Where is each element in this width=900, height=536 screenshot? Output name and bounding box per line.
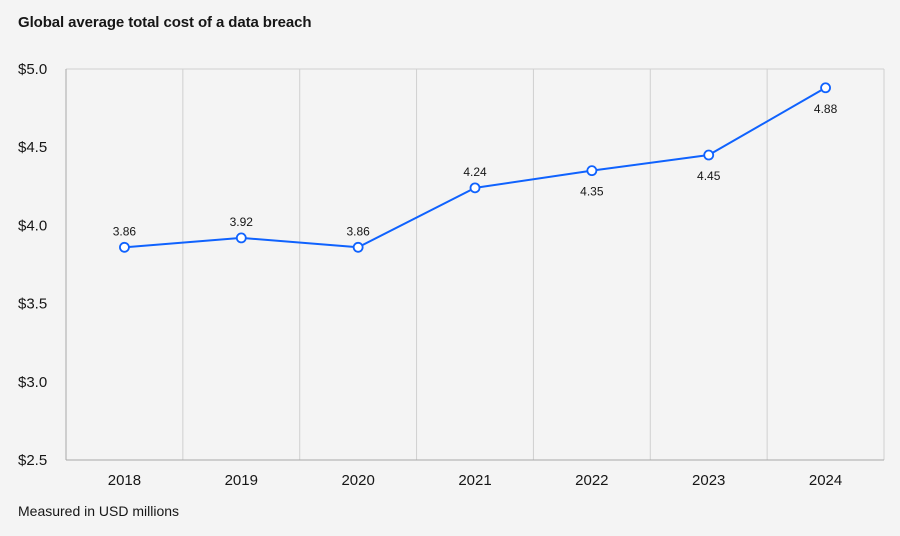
- x-tick-label: 2018: [108, 472, 141, 489]
- grid: [66, 68, 885, 460]
- data-labels: 3.86 3.92 3.86 4.24 4.35 4.45 4.88: [113, 102, 838, 239]
- y-tick-label: $2.5: [18, 452, 47, 469]
- data-label: 4.24: [463, 165, 487, 179]
- chart-title: Global average total cost of a data brea…: [18, 14, 312, 31]
- data-point: [469, 182, 481, 194]
- data-point: [119, 241, 130, 253]
- axes: [65, 69, 884, 461]
- data-label: 4.35: [580, 185, 604, 199]
- data-label: 3.86: [346, 224, 370, 238]
- data-label: 3.86: [113, 224, 137, 238]
- data-point: [820, 82, 831, 94]
- y-tick-label: $4.5: [18, 139, 47, 156]
- x-axis-ticks: 2018 2019 2020 2021 2022 2023 2024: [108, 472, 843, 489]
- data-point: [235, 232, 247, 244]
- data-label: 4.88: [814, 102, 838, 116]
- y-axis-ticks: $2.5 $3.0 $3.5 $4.0 $4.5 $5.0: [18, 61, 47, 469]
- x-tick-label: 2021: [458, 472, 491, 489]
- data-point: [703, 149, 715, 161]
- y-tick-label: $3.0: [18, 374, 47, 391]
- x-tick-label: 2023: [692, 472, 725, 489]
- x-tick-label: 2022: [575, 472, 608, 489]
- x-tick-label: 2019: [225, 472, 258, 489]
- chart-footnote: Measured in USD millions: [18, 503, 180, 519]
- y-tick-label: $4.0: [18, 217, 47, 234]
- data-point: [586, 165, 598, 177]
- data-point: [352, 241, 364, 253]
- series: [119, 82, 831, 253]
- y-tick-label: $5.0: [18, 61, 47, 78]
- data-label: 3.92: [230, 215, 254, 229]
- x-tick-label: 2024: [809, 472, 842, 489]
- x-tick-label: 2020: [341, 472, 374, 489]
- data-label: 4.45: [697, 169, 721, 183]
- y-tick-label: $3.5: [18, 296, 47, 313]
